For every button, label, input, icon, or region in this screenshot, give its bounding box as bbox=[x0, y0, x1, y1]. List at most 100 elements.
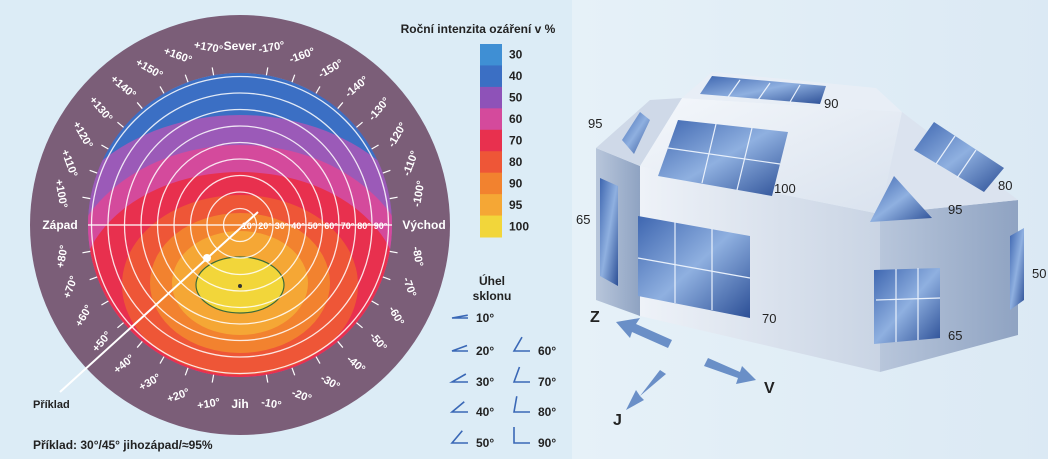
tilt-item-70: 70° bbox=[512, 366, 556, 389]
angle-label: -80° bbox=[410, 246, 425, 268]
angle-tick bbox=[136, 102, 143, 109]
cardinal-labels: Sever Jih Západ Východ bbox=[42, 39, 445, 411]
angle-tick bbox=[389, 250, 398, 254]
angle-tick bbox=[101, 144, 109, 150]
angle-tick bbox=[356, 322, 363, 329]
window-grid-lines bbox=[637, 79, 977, 342]
tilt-label: 60° bbox=[324, 221, 338, 231]
optimum-point bbox=[238, 284, 242, 288]
legend-label: 40 bbox=[509, 69, 523, 83]
legend-label: 95 bbox=[509, 198, 523, 212]
tilt-legend: 10° 20° 30° 40° 50° 60° 70° 80° 90° bbox=[449, 311, 556, 450]
angle-tick bbox=[337, 341, 344, 348]
angle-tick bbox=[117, 322, 124, 329]
legend-swatch-30 bbox=[480, 44, 502, 66]
tilt-label: 80° bbox=[357, 221, 371, 231]
tilt-item-30: 30° bbox=[449, 373, 494, 389]
angle-tick bbox=[184, 367, 189, 376]
tilt-title-line1: Úhel bbox=[479, 273, 505, 288]
tilt-numbers: 10° 20° 30° 40° 50° 60° 70° 80° 90° bbox=[242, 221, 388, 231]
arrow-south bbox=[626, 370, 666, 410]
direction-south: J bbox=[613, 412, 622, 429]
angle-tick bbox=[117, 121, 124, 128]
tilt-item-10: 10° bbox=[451, 311, 494, 325]
legend-swatch-40 bbox=[480, 65, 502, 88]
angle-tick bbox=[291, 74, 296, 83]
angle-tick bbox=[382, 169, 391, 174]
sun-dial: +10°+20°+30°+40°+50°+60°+70°+80°+100°+11… bbox=[30, 15, 450, 435]
tilt-item-90: 90° bbox=[513, 427, 556, 450]
angle-label: +170° bbox=[193, 39, 224, 56]
legend-swatch-60 bbox=[480, 108, 502, 131]
angle-label: +80° bbox=[55, 244, 71, 269]
legend-label: 60 bbox=[509, 112, 523, 126]
angle-label: -170° bbox=[258, 40, 286, 56]
tilt-item-40: 40° bbox=[449, 401, 494, 419]
tilt-glyph bbox=[451, 314, 468, 319]
angle-label: +10° bbox=[196, 396, 221, 412]
angle-tick bbox=[371, 300, 379, 306]
tilt-value: 80° bbox=[538, 405, 556, 419]
legend-swatch-95 bbox=[480, 194, 502, 217]
solar-triangle-window bbox=[870, 176, 932, 222]
window-left-side bbox=[600, 178, 618, 286]
example-caption: Příklad: 30°/45° jihozápad/≈95% bbox=[33, 438, 213, 452]
tilt-value: 60° bbox=[538, 344, 556, 358]
example-point bbox=[203, 254, 211, 262]
tilt-label: 20° bbox=[258, 221, 272, 231]
direction-east: V bbox=[764, 380, 775, 397]
angle-tick bbox=[265, 67, 269, 76]
solar-panel-right-roof bbox=[914, 122, 1004, 192]
tilt-label: 30° bbox=[275, 221, 289, 231]
tilt-glyph bbox=[512, 366, 530, 383]
tilt-value: 40° bbox=[476, 405, 494, 419]
legend-label: 100 bbox=[509, 219, 529, 233]
tilt-glyph bbox=[449, 373, 468, 383]
angle-tick bbox=[211, 67, 215, 76]
tilt-value: 10° bbox=[476, 311, 494, 325]
example-pointer-label: Příklad bbox=[33, 399, 70, 411]
solar-panel-roof bbox=[658, 120, 788, 196]
window-right-edge bbox=[1010, 228, 1024, 310]
house-label: 95 bbox=[948, 202, 962, 217]
tilt-value: 90° bbox=[538, 436, 556, 450]
arrow-east bbox=[704, 358, 756, 384]
tilt-value: 50° bbox=[476, 436, 494, 450]
angle-tick bbox=[159, 86, 165, 94]
angle-tick bbox=[136, 341, 143, 348]
tilt-value: 30° bbox=[476, 375, 494, 389]
legend-swatch-100 bbox=[480, 215, 502, 238]
angle-tick bbox=[184, 74, 189, 83]
legend-swatch-50 bbox=[480, 86, 502, 109]
tilt-value: 70° bbox=[538, 375, 556, 389]
angle-tick bbox=[315, 356, 321, 364]
angle-tick bbox=[211, 374, 215, 383]
tilt-title-line2: sklonu bbox=[473, 289, 512, 303]
angle-tick bbox=[315, 86, 321, 94]
legend-label: 80 bbox=[509, 155, 523, 169]
tilt-item-20: 20° bbox=[451, 344, 494, 358]
house-label: 95 bbox=[588, 116, 602, 131]
tilt-label: 40° bbox=[291, 221, 305, 231]
legend-label: 90 bbox=[509, 176, 523, 190]
angle-tick bbox=[89, 276, 98, 281]
window-front bbox=[638, 216, 750, 318]
legend-swatch-80 bbox=[480, 151, 502, 174]
arrow-west bbox=[616, 318, 672, 348]
angle-label: +100° bbox=[52, 178, 69, 209]
house-label: 100 bbox=[774, 181, 796, 196]
tilt-glyph bbox=[451, 344, 468, 352]
angle-label: -100° bbox=[411, 180, 427, 208]
angle-tick bbox=[101, 300, 109, 306]
angle-tick bbox=[382, 276, 391, 281]
tilt-label: 10° bbox=[242, 221, 256, 231]
angle-tick bbox=[389, 196, 398, 200]
house-label: 70 bbox=[762, 311, 776, 326]
tilt-item-50: 50° bbox=[450, 430, 494, 450]
label-west: Západ bbox=[42, 218, 77, 232]
tilt-label: 90° bbox=[374, 221, 388, 231]
tilt-value: 20° bbox=[476, 344, 494, 358]
legend-label: 30 bbox=[509, 48, 523, 62]
legend-title: Roční intenzita ozáření v % bbox=[401, 22, 556, 36]
